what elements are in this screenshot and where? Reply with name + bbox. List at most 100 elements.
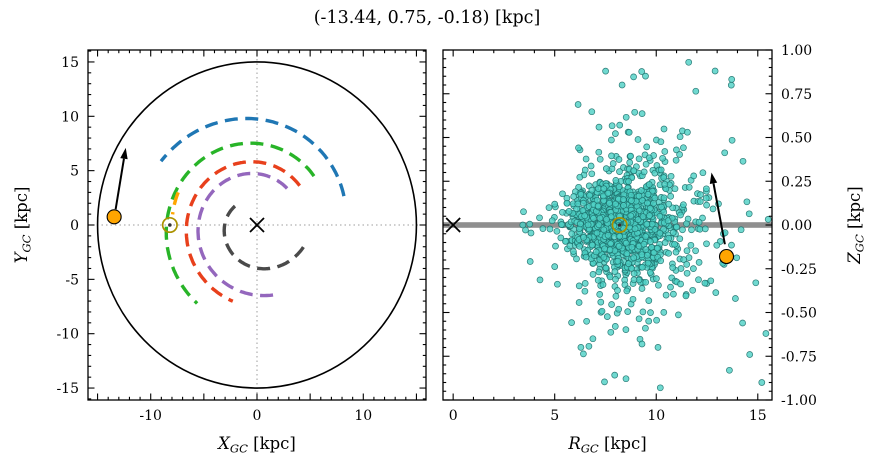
scatter-point	[581, 287, 589, 295]
scatter-point	[695, 218, 703, 226]
scatter-point	[631, 225, 639, 233]
scatter-point	[635, 315, 643, 323]
scatter-point	[526, 220, 534, 228]
scatter-point	[559, 190, 566, 198]
scatter-point	[551, 200, 559, 208]
scatter-point	[570, 193, 578, 200]
scatter-point	[545, 204, 553, 211]
scatter-point	[573, 255, 580, 263]
scatter-point	[635, 155, 643, 163]
scatter-point	[644, 259, 652, 267]
x-tick-label: 10	[354, 408, 372, 424]
scatter-point	[711, 67, 719, 75]
scatter-point	[620, 196, 627, 203]
scatter-point	[612, 177, 620, 184]
scatter-point	[690, 172, 698, 180]
scatter-point	[642, 160, 650, 168]
scatter-point	[695, 276, 702, 284]
scatter-point	[752, 279, 760, 287]
scatter-point	[634, 136, 642, 143]
x-tick-label: 15	[749, 408, 767, 424]
spiral-arm-gray	[222, 204, 305, 271]
scatter-point	[565, 208, 573, 215]
scatter-point	[638, 68, 646, 75]
scatter-point	[656, 229, 664, 237]
scatter-point	[660, 174, 668, 181]
scatter-point	[701, 279, 709, 287]
scatter-point	[638, 110, 646, 117]
scatter-point	[687, 241, 695, 249]
scatter-point	[595, 268, 603, 276]
scatter-point	[643, 220, 651, 228]
scatter-point	[657, 138, 665, 146]
scatter-point	[559, 208, 566, 216]
scatter-point	[596, 291, 604, 298]
scatter-point	[607, 328, 615, 336]
scatter-point	[577, 344, 585, 351]
scatter-point	[548, 217, 556, 225]
scatter-point	[679, 226, 686, 234]
scatter-point	[630, 276, 638, 284]
scatter-point	[611, 323, 619, 330]
scatter-point	[557, 234, 565, 242]
scatter-point	[627, 152, 634, 160]
scatter-point	[643, 251, 651, 259]
scatter-point	[634, 216, 642, 223]
scatter-point	[727, 81, 735, 89]
scatter-point	[575, 282, 583, 290]
scatter-point	[660, 125, 668, 133]
galactic-disk-outline	[96, 61, 418, 389]
scatter-point	[676, 133, 684, 141]
scatter-point	[630, 167, 638, 175]
spiral-arm-purple	[196, 171, 289, 298]
scatter-point	[664, 217, 672, 225]
scatter-points	[519, 58, 772, 392]
scatter-point	[620, 202, 627, 209]
scatter-point	[562, 238, 569, 245]
scatter-point	[680, 201, 687, 209]
scatter-point	[670, 290, 677, 298]
scatter-point	[588, 241, 596, 249]
scatter-point	[574, 200, 582, 208]
scatter-point	[609, 160, 617, 167]
scatter-point	[695, 259, 703, 266]
y-tick-label: 0.25	[781, 174, 812, 190]
cluster-velocity-arrow	[114, 147, 128, 210]
scatter-point	[628, 243, 636, 251]
scatter-point	[684, 128, 691, 136]
scatter-point	[690, 265, 697, 272]
scatter-point	[697, 191, 704, 198]
scatter-point	[653, 275, 660, 282]
scatter-point	[575, 144, 582, 152]
y-tick-label: -0.25	[781, 262, 817, 278]
scatter-point	[582, 155, 590, 163]
scatter-point	[595, 148, 603, 156]
scatter-point	[647, 309, 654, 316]
scatter-point	[563, 199, 571, 207]
scatter-point	[685, 183, 693, 191]
scatter-point	[603, 215, 610, 223]
scatter-point	[683, 220, 690, 228]
galactic-center-marker	[249, 217, 265, 233]
scatter-point	[615, 183, 623, 191]
scatter-point	[575, 299, 583, 306]
scatter-point	[630, 254, 638, 262]
scatter-point	[645, 154, 653, 162]
scatter-point	[596, 155, 604, 163]
scatter-point	[692, 87, 700, 95]
scatter-point	[587, 162, 595, 170]
scatter-point	[602, 67, 609, 75]
scatter-point	[612, 276, 619, 283]
scatter-point	[580, 199, 587, 207]
scatter-point	[600, 226, 608, 234]
scatter-point	[746, 351, 754, 358]
scatter-point	[626, 159, 634, 166]
scatter-point	[643, 143, 651, 151]
scatter-point	[600, 254, 608, 261]
scatter-point	[638, 251, 646, 259]
scatter-point	[594, 202, 602, 210]
galactic-center-marker	[445, 217, 461, 233]
cluster-marker	[106, 209, 122, 225]
y-tick-label: -10	[56, 327, 79, 343]
scatter-point	[671, 185, 679, 193]
